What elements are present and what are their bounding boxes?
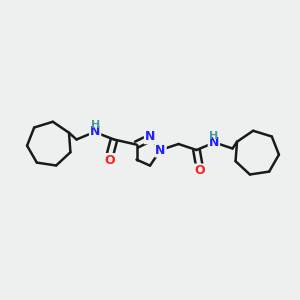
Text: N: N	[90, 125, 100, 139]
Text: O: O	[194, 164, 205, 178]
Text: N: N	[155, 143, 166, 157]
Text: O: O	[104, 154, 115, 167]
Text: N: N	[145, 130, 155, 143]
Text: H: H	[92, 120, 100, 130]
Text: N: N	[209, 136, 219, 149]
Text: H: H	[209, 131, 218, 141]
